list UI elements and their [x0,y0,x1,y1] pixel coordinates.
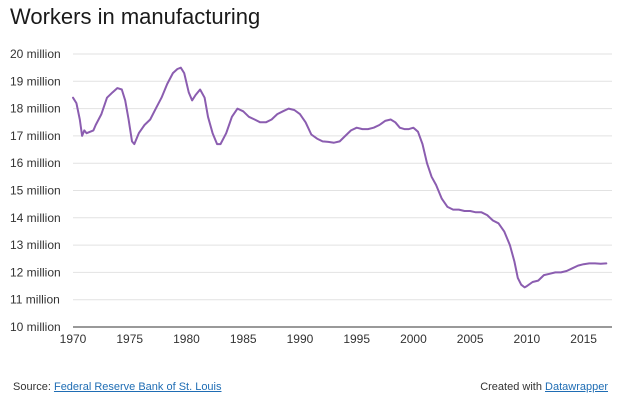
y-tick-label: 14 million [10,211,61,225]
y-tick-label: 11 million [10,293,60,307]
x-tick-label: 1970 [60,332,87,346]
x-axis-ticks: 1970 1975 1980 1985 1990 1995 2000 2005 2010 2015 [60,332,598,346]
chart-title: Workers in manufacturing [10,4,261,29]
y-tick-label: 20 million [10,47,61,61]
x-tick-label: 1990 [287,332,314,346]
y-tick-label: 19 million [10,74,61,88]
y-tick-label: 13 million [10,238,61,252]
x-tick-label: 1985 [230,332,257,346]
x-tick-label: 2015 [570,332,597,346]
x-tick-label: 1980 [173,332,200,346]
gridlines [73,53,612,328]
series-layer [72,66,608,289]
source-link[interactable]: Federal Reserve Bank of St. Louis [53,381,222,393]
line-chart: 10 million 11 million 12 million 13 million… [10,47,612,346]
y-tick-label: 12 million [10,265,61,279]
y-tick-label: 10 million [10,320,61,334]
y-tick-label: 15 million [10,184,61,198]
credit-note: Created with Datawrapper [480,381,608,393]
source-note: Source: Federal Reserve Bank of St. Loui… [13,381,222,393]
x-tick-label: 2010 [514,332,541,346]
credit-prefix: Created with [480,381,546,393]
x-tick-label: 1975 [116,332,143,346]
x-tick-label: 1995 [343,332,370,346]
x-tick-label: 2005 [457,332,484,346]
datawrapper-link[interactable]: Datawrapper [545,381,608,393]
series-line [72,66,608,289]
y-axis-ticks: 10 million 11 million 12 million 13 million… [10,47,61,334]
x-tick-label: 2000 [400,332,427,346]
y-tick-label: 17 million [10,129,61,143]
y-tick-label: 16 million [10,156,61,170]
y-tick-label: 18 million [10,102,61,116]
source-prefix: Source: [13,381,54,393]
